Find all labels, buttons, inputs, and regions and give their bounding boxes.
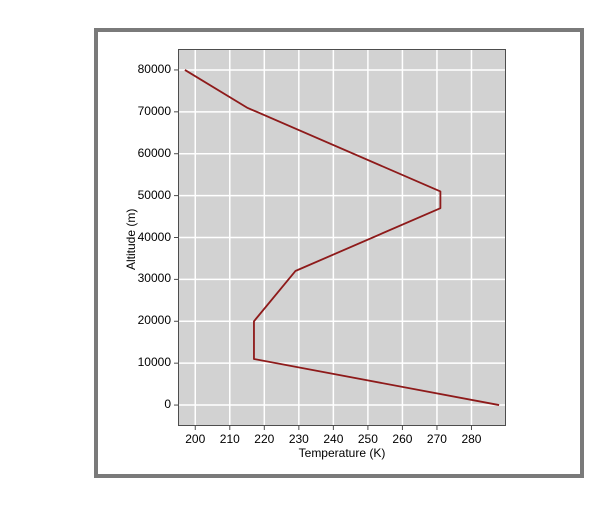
y-tick-label: 0 — [164, 397, 171, 411]
y-tick-label: 50000 — [138, 188, 171, 202]
x-tick-label: 240 — [321, 432, 345, 446]
x-tick-label: 260 — [390, 432, 414, 446]
x-tick-label: 210 — [218, 432, 242, 446]
x-tick-label: 220 — [252, 432, 276, 446]
x-tick-label: 230 — [287, 432, 311, 446]
x-tick-label: 270 — [425, 432, 449, 446]
y-tick-label: 40000 — [138, 230, 171, 244]
y-tick-label: 10000 — [138, 355, 171, 369]
y-tick-label: 30000 — [138, 271, 171, 285]
x-tick-label: 280 — [459, 432, 483, 446]
y-tick-label: 70000 — [138, 104, 171, 118]
y-tick-label: 80000 — [138, 62, 171, 76]
x-tick-label: 250 — [356, 432, 380, 446]
plot-svg — [178, 49, 506, 426]
x-axis-label: Temperature (K) — [292, 446, 392, 460]
y-axis-label: Altitude (m) — [124, 208, 138, 269]
y-tick-label: 60000 — [138, 146, 171, 160]
x-tick-label: 200 — [183, 432, 207, 446]
plot-area — [178, 49, 506, 426]
y-tick-label: 20000 — [138, 313, 171, 327]
